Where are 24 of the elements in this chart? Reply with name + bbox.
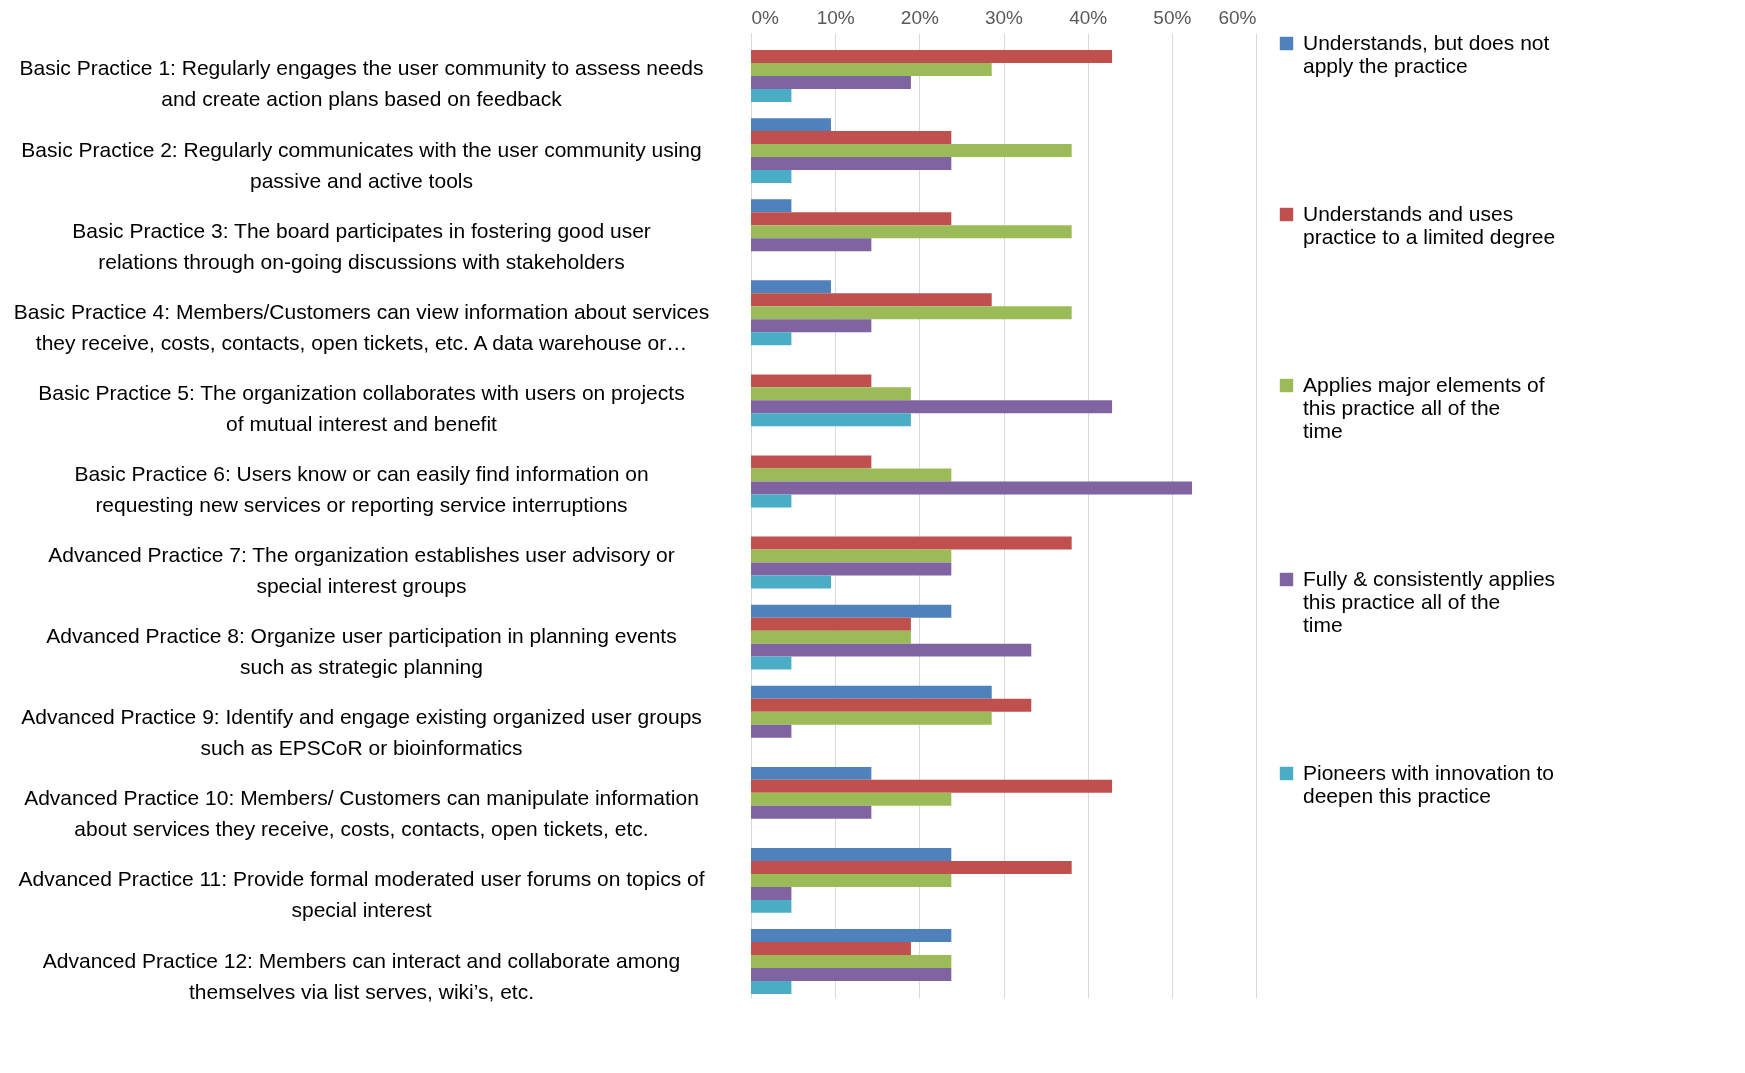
y-tick-label: Advanced Practice 9: Identify and engage existing organized user groups such as EPSCoR or bioinformatics bbox=[21, 705, 702, 760]
y-tick-label: Basic Practice 2: Regularly communicates with the user community using passive and active tools bbox=[21, 137, 702, 192]
legend-label: Applies major elements of this practice all of the time bbox=[1303, 372, 1545, 442]
x-tick-label: 0% bbox=[751, 6, 780, 28]
y-tick-label: Basic Practice 6: Users know or can easily find information on requesting new services or reporting service interruptions bbox=[74, 461, 649, 516]
y-tick-label: Advanced Practice 8: Organize user participation in planning events such as strategic planning bbox=[46, 624, 677, 679]
legend-label: Understands and uses practice to a limited degree bbox=[1303, 201, 1556, 248]
legend-label: Pioneers with innovation to deepen this practice bbox=[1303, 760, 1554, 807]
y-tick-label: Basic Practice 1: Regularly engages the user community to assess needs and create action plans based on feedback bbox=[19, 56, 704, 111]
legend-label: Fully & consistently applies this practice all of the time bbox=[1303, 566, 1556, 636]
y-tick-label: Basic Practice 3: The board participates in fostering good user relations through on-going discussions with stakeholders bbox=[72, 218, 651, 273]
y-tick-label: Advanced Practice 11: Provide formal moderated user forums on topics of special interest bbox=[18, 867, 705, 922]
x-tick-label: 10% bbox=[816, 6, 855, 28]
x-tick-label: 60% bbox=[1218, 6, 1257, 28]
x-tick-label: 20% bbox=[900, 6, 939, 28]
x-tick-label: 50% bbox=[1153, 6, 1192, 28]
y-tick-label: Basic Practice 5: The organization collaborates with users on projects of mutual interest and benefit bbox=[38, 380, 685, 435]
x-tick-label: 30% bbox=[984, 6, 1024, 28]
y-tick-label: Advanced Practice 7: The organization establishes user advisory or special interest groups bbox=[48, 543, 675, 598]
y-tick-label: Advanced Practice 12: Members can interact and collaborate among themselves via list serves, wiki’s, etc. bbox=[42, 948, 681, 1003]
x-tick-label: 40% bbox=[1069, 6, 1108, 28]
legend-label: Understands, but does not apply the practice bbox=[1303, 30, 1550, 77]
y-tick-label: Advanced Practice 10: Members/ Customers can manipulate information about services they receive, costs, contacts, open tickets, etc. bbox=[24, 786, 699, 841]
y-tick-label: Basic Practice 4: Members/Customers can view information about services they receive, costs, contacts, open tickets, etc. A data warehouse or… bbox=[13, 299, 710, 354]
